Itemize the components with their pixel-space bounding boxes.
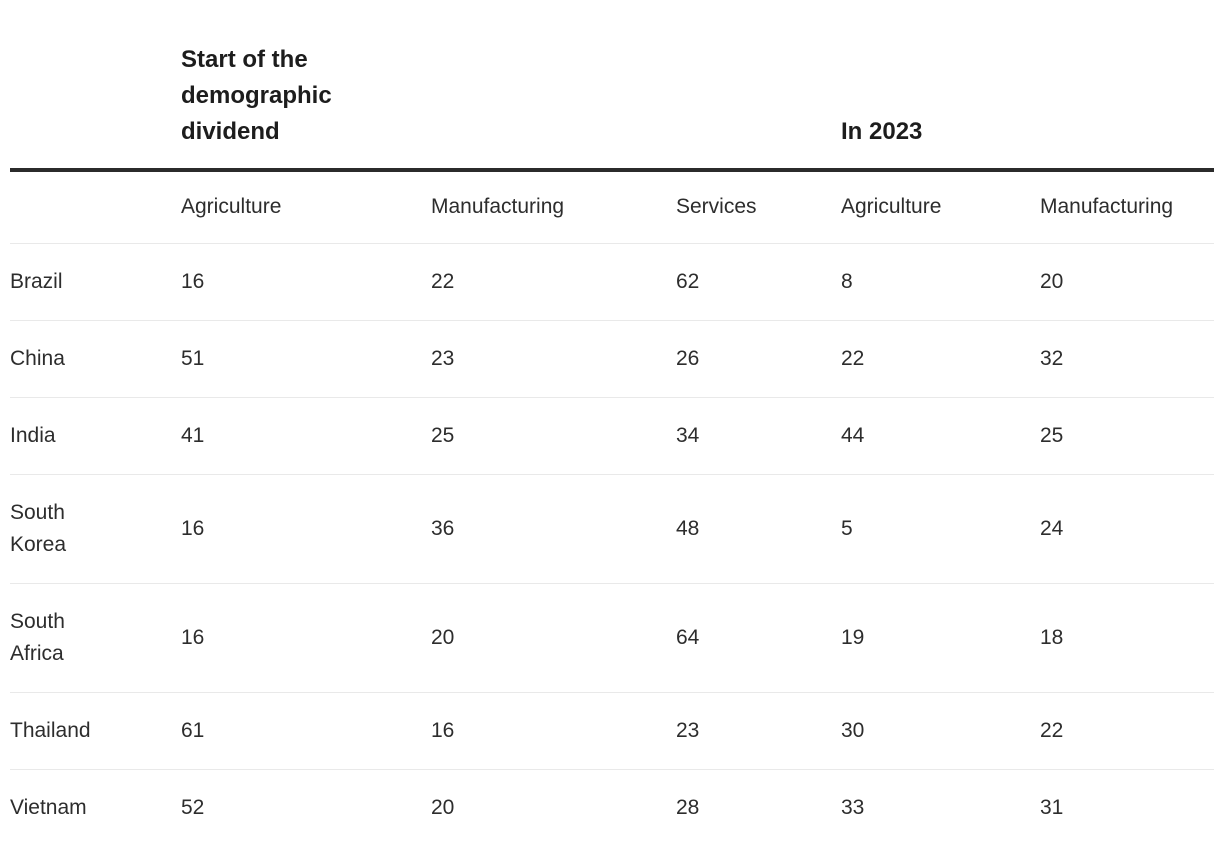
table-cell: 22 [841, 320, 1040, 398]
table-cell: 20 [1040, 243, 1214, 321]
row-label: Vietnam [10, 769, 181, 858]
table-cell: 19 [841, 583, 1040, 693]
column-header-services-start: Services [676, 170, 841, 244]
table-cell: 36 [431, 474, 676, 584]
table-cell: 48 [676, 474, 841, 584]
row-label: India [10, 397, 181, 475]
table-cell: 52 [181, 769, 431, 858]
table-cell: 18 [1040, 583, 1214, 693]
row-label: South Africa [10, 583, 181, 693]
row-label: Brazil [10, 243, 181, 321]
column-header-agriculture-start: Agriculture [181, 170, 431, 244]
table-cell: 24 [1040, 474, 1214, 584]
table-row-india: India 41 25 34 44 25 [10, 397, 1214, 475]
row-label: China [10, 320, 181, 398]
table-row-south-africa: South Africa 16 20 64 19 18 [10, 583, 1214, 693]
table-cell: 26 [676, 320, 841, 398]
table-cell: 22 [1040, 692, 1214, 770]
table-row-vietnam: Vietnam 52 20 28 33 31 [10, 769, 1214, 858]
column-header-agriculture-2023: Agriculture [841, 170, 1040, 244]
table-cell: 44 [841, 397, 1040, 475]
table-cell: 16 [431, 692, 676, 770]
table-row-brazil: Brazil 16 22 62 8 20 [10, 243, 1214, 321]
table-cell: 51 [181, 320, 431, 398]
row-label: Thailand [10, 692, 181, 770]
sector-shares-table: Start of the demographic dividend In 202… [10, 0, 1214, 858]
table-cell: 25 [1040, 397, 1214, 475]
table-row-thailand: Thailand 61 16 23 30 22 [10, 692, 1214, 770]
table-cell: 5 [841, 474, 1040, 584]
table-container: Start of the demographic dividend In 202… [10, 0, 1214, 858]
table-cell: 16 [181, 243, 431, 321]
group-header-start-of-demographic-dividend: Start of the demographic dividend [181, 46, 332, 145]
table-cell: 25 [431, 397, 676, 475]
table-cell: 22 [431, 243, 676, 321]
table-cell: 64 [676, 583, 841, 693]
table-row-china: China 51 23 26 22 32 [10, 320, 1214, 398]
table-cell: 16 [181, 583, 431, 693]
table-cell: 20 [431, 583, 676, 693]
table-cell: 23 [676, 692, 841, 770]
table-cell: 61 [181, 692, 431, 770]
table-cell: 33 [841, 769, 1040, 858]
table-cell: 28 [676, 769, 841, 858]
group-header-in-2023: In 2023 [841, 118, 923, 145]
table-cell: 31 [1040, 769, 1214, 858]
column-header-manufacturing-start: Manufacturing [431, 170, 676, 244]
table-cell: 8 [841, 243, 1040, 321]
table-cell: 16 [181, 474, 431, 584]
group-header-empty-cell [10, 0, 181, 172]
table-row-south-korea: South Korea 16 36 48 5 24 [10, 474, 1214, 584]
column-header-manufacturing-2023: Manufacturing [1040, 170, 1214, 244]
group-header-row: Start of the demographic dividend In 202… [10, 0, 1214, 172]
table-cell: 34 [676, 397, 841, 475]
column-header-country-empty [10, 170, 181, 244]
row-label: South Korea [10, 474, 181, 584]
table-cell: 20 [431, 769, 676, 858]
table-cell: 30 [841, 692, 1040, 770]
table-cell: 23 [431, 320, 676, 398]
table-cell: 62 [676, 243, 841, 321]
table-cell: 32 [1040, 320, 1214, 398]
table-cell: 41 [181, 397, 431, 475]
column-header-row: Agriculture Manufacturing Services Agric… [10, 170, 1214, 244]
